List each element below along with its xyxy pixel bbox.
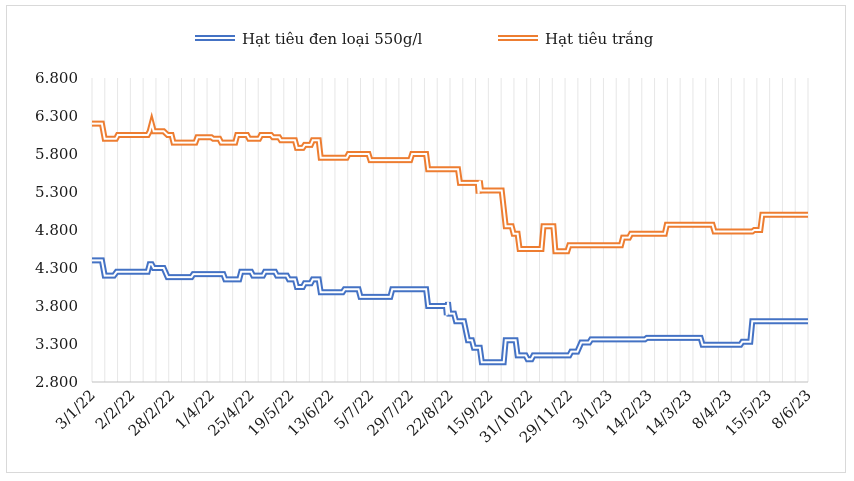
y-tick-label: 5.300	[35, 183, 78, 201]
series-line-inner-1	[92, 119, 808, 253]
y-tick-label: 3.300	[35, 335, 78, 353]
legend: Hạt tiêu đen loại 550g/l Hạt tiêu trắng	[195, 30, 654, 48]
y-tick-label: 6.800	[35, 69, 78, 87]
y-tick-label: 2.800	[35, 373, 78, 391]
y-tick-label: 6.300	[35, 107, 78, 125]
legend-label-black-pepper: Hạt tiêu đen loại 550g/l	[242, 30, 422, 48]
y-tick-label: 4.300	[35, 259, 78, 277]
y-tick-label: 5.800	[35, 145, 78, 163]
y-tick-label: 4.800	[35, 221, 78, 239]
legend-label-white-pepper: Hạt tiêu trắng	[545, 30, 654, 48]
series-group	[92, 111, 808, 366]
x-tick-label: 8/6/23	[768, 386, 815, 433]
series-line-inner-0	[92, 259, 808, 364]
x-axis: 3/1/222/2/2228/2/221/4/2225/4/2219/5/221…	[52, 386, 815, 446]
y-axis: 2.800 3.300 3.800 4.300 4.800 5.300 5.800 6.300…	[35, 69, 808, 391]
y-tick-label: 3.800	[35, 297, 78, 315]
x-tick-label: 3/1/22	[52, 386, 99, 433]
gridlines	[91, 78, 809, 382]
